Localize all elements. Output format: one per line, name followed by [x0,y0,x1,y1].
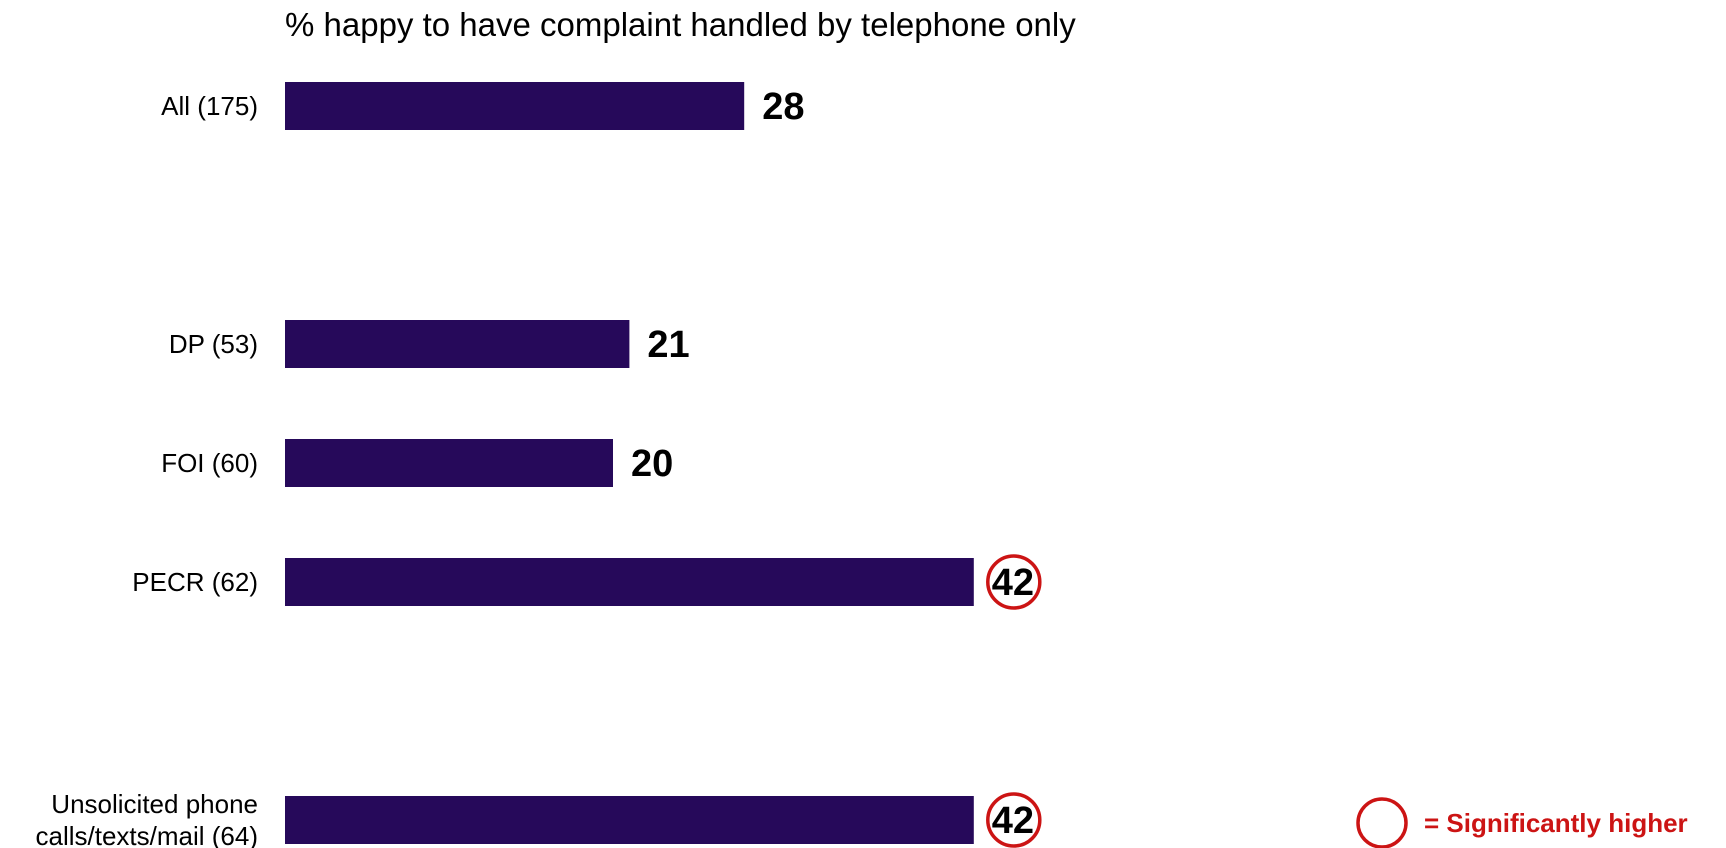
bars-layer: All (175) 28 DP (53) 21 FOI (60) 20 PECR (62) 4… [36,82,1042,848]
category-label: calls/texts/mail (64) [36,821,259,848]
data-label: 42 [992,800,1034,842]
data-label: 21 [647,324,689,366]
category-label: Unsolicited phone [51,789,258,819]
legend: = Significantly higher [1356,797,1688,848]
significance-circle [986,554,1042,610]
category-label: All (175) [161,91,258,121]
significance-circle [986,792,1042,848]
chart-title: % happy to have complaint handled by tel… [285,6,1076,43]
bar [285,796,974,844]
bar [285,320,630,368]
data-label: 20 [631,443,673,485]
data-label: 42 [992,562,1034,604]
bar [285,558,974,606]
data-label: 28 [762,86,804,128]
category-label: DP (53) [169,329,258,359]
bar [285,82,745,130]
legend-label: = Significantly higher [1424,808,1688,838]
legend-highlight-circle [1356,797,1408,848]
bar [285,439,613,487]
category-label: FOI (60) [161,448,258,478]
category-label: PECR (62) [132,567,258,597]
